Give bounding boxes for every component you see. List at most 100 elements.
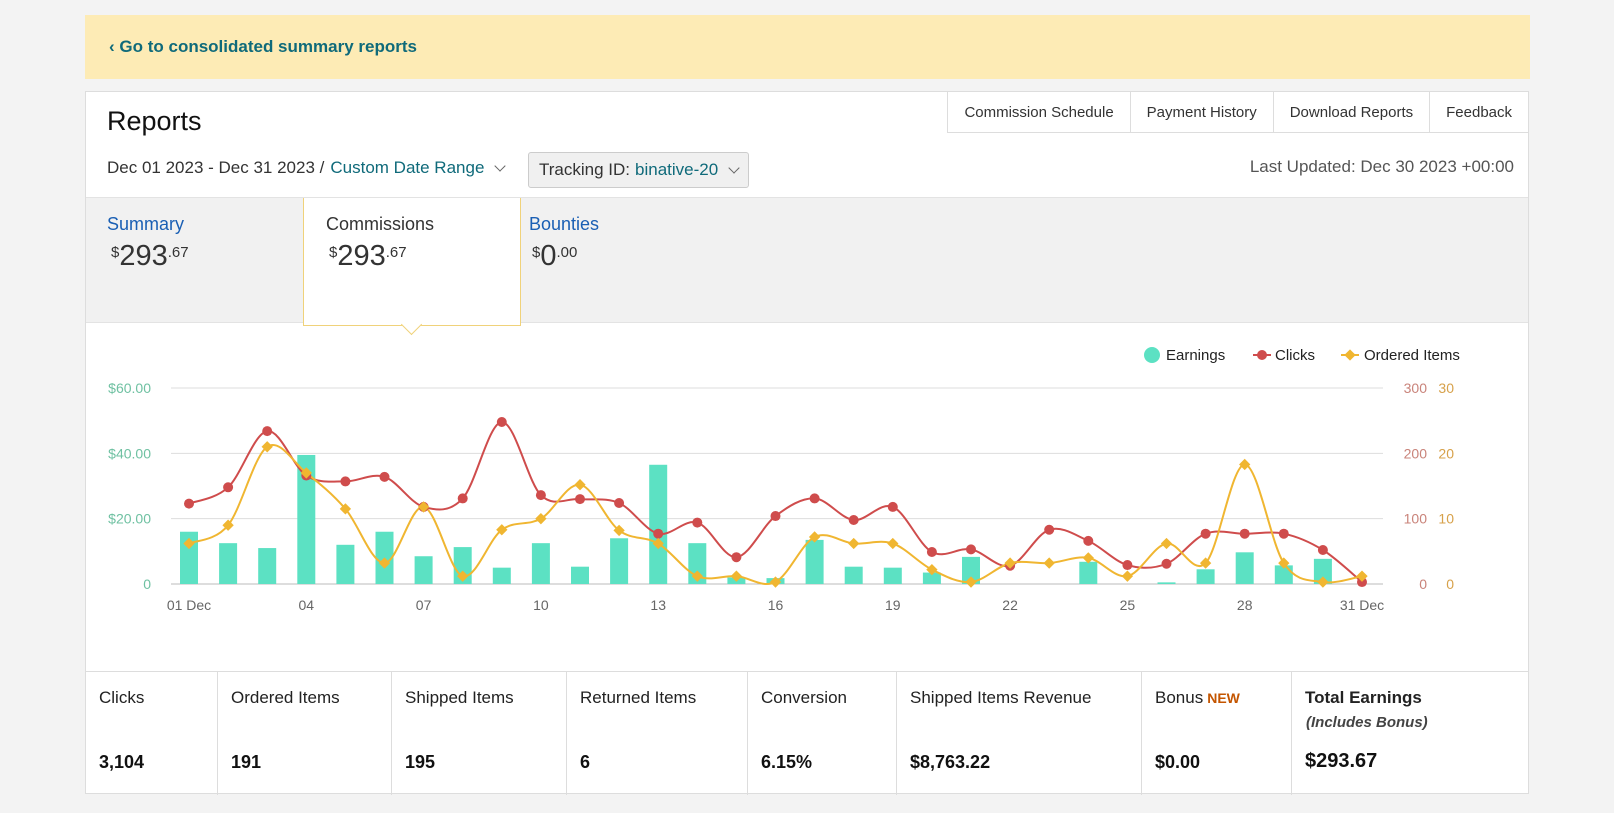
currency-symbol: $ [111,244,120,261]
stat-sublabel: (Includes Bonus) [1306,714,1428,731]
stat-label: Shipped Items [405,688,514,707]
download-reports-link[interactable]: Download Reports [1272,91,1430,133]
stat-label: Bonus NEW [1155,688,1240,708]
stat-value: 6 [580,752,591,772]
clicks-point [1278,528,1289,539]
stat-ordered-items: Ordered Items 191 [218,672,392,795]
ordered-items-point [730,570,743,582]
stat-shipped-revenue: Shipped Items Revenue $8,763.22 [897,672,1142,795]
amount-dollars: 293 [337,240,386,272]
date-range-text: Dec 01 2023 - Dec 31 2023 / [107,158,325,177]
feedback-link[interactable]: Feedback [1429,91,1529,133]
stat-returned-items: Returned Items 6 [567,672,748,795]
earnings-bar [805,539,824,584]
earnings-bar [1157,582,1176,584]
earnings-bar [962,556,980,584]
clicks-point [262,426,273,437]
stat-value: 6.15% [761,752,813,772]
y-left-tick-label: 0 [143,576,151,592]
ordered-items-point [1043,557,1055,569]
earnings-bar [922,572,941,584]
earnings-bar [531,543,550,584]
y-right-items-tick-label: 30 [1438,380,1454,396]
ordered-items-point [887,537,899,550]
ordered-items-point [417,501,430,513]
ordered-items-point [457,570,469,582]
stat-value: $293.67 [1305,750,1378,772]
legend-clicks-label: Clicks [1275,347,1315,364]
stat-conversion: Conversion 6.15% [748,672,897,795]
clicks-point [848,514,859,525]
tab-summary-label[interactable]: Summary [107,214,185,234]
currency-symbol: $ [329,244,338,261]
stats-row: Clicks 3,104 Ordered Items 191 Shipped I… [86,671,1528,795]
new-badge: NEW [1207,690,1240,706]
stat-label: Ordered Items [231,688,340,707]
y-right-clicks-tick-label: 300 [1404,380,1428,396]
bonus-label: Bonus [1155,688,1204,707]
y-left-tick-label: $20.00 [108,511,151,527]
clicks-point [614,497,625,508]
x-tick-label: 25 [1120,597,1136,613]
tab-bounties-label[interactable]: Bounties [529,214,600,234]
ordered-items-point [535,513,547,525]
earnings-bar [1235,552,1254,584]
y-left-tick-label: $40.00 [108,445,151,461]
y-right-items-tick-label: 0 [1446,576,1454,592]
ordered-items-point [1317,576,1329,588]
stat-value: 191 [231,752,262,772]
ordered-items-point [691,570,703,582]
date-range-selector[interactable]: Dec 01 2023 - Dec 31 2023 / Custom Date … [107,158,507,178]
payment-history-link[interactable]: Payment History [1129,91,1273,133]
clicks-point [887,501,898,512]
stat-clicks: Clicks 3,104 [86,672,218,795]
ordered-items-point [848,537,860,550]
earnings-bar [1313,558,1332,584]
commission-schedule-link[interactable]: Commission Schedule [947,91,1130,133]
clicks-point [1200,528,1211,539]
clicks-point [966,544,976,555]
y-right-clicks-tick-label: 200 [1404,445,1428,461]
x-tick-label: 13 [650,597,666,613]
y-right-items-tick-label: 20 [1438,445,1454,461]
x-tick-label: 16 [768,597,784,613]
earnings-bar [492,567,511,584]
earnings-bar [297,454,316,584]
commissions-amount: $293.67 [329,240,407,273]
earnings-bar [844,566,863,584]
y-right-clicks-tick-label: 0 [1419,576,1427,592]
clicks-point [184,498,194,509]
tab-commissions[interactable]: Commissions $293.67 [303,198,521,326]
stat-shipped-items: Shipped Items 195 [392,672,567,795]
legend-earnings-label: Earnings [1166,347,1225,364]
ordered-items-point [1239,458,1251,471]
amount-dollars: 0 [540,240,557,272]
ordered-items-point [300,467,312,479]
ordered-items-point [1121,570,1134,582]
y-right-items-tick-label: 10 [1438,511,1454,527]
clicks-point [770,511,781,522]
stat-label: Conversion [761,688,847,707]
stat-value: 195 [405,752,436,772]
clicks-point [1317,545,1328,556]
bounties-amount: $0.00 [532,240,577,273]
clicks-point [1122,560,1133,571]
ordered-items-point [1082,552,1094,564]
stat-value: 3,104 [99,752,145,772]
amount-dollars: 293 [119,240,168,272]
earnings-bar [414,556,433,584]
ordered-items-point [261,441,273,453]
legend-earnings-marker [1144,347,1160,363]
legend-ordered-marker [1344,349,1356,361]
earnings-bar [219,543,238,584]
custom-date-range-link[interactable]: Custom Date Range [330,158,485,177]
currency-symbol: $ [532,244,541,261]
stat-label: Total Earnings [1305,688,1422,707]
tracking-id-dropdown[interactable]: Tracking ID: binative-20 [528,152,750,188]
x-tick-label: 22 [1002,597,1018,613]
consolidated-reports-link[interactable]: ‹ Go to consolidated summary reports [109,37,417,56]
clicks-point [926,546,937,557]
earnings-bar [1196,569,1215,584]
y-right-clicks-tick-label: 100 [1404,511,1428,527]
